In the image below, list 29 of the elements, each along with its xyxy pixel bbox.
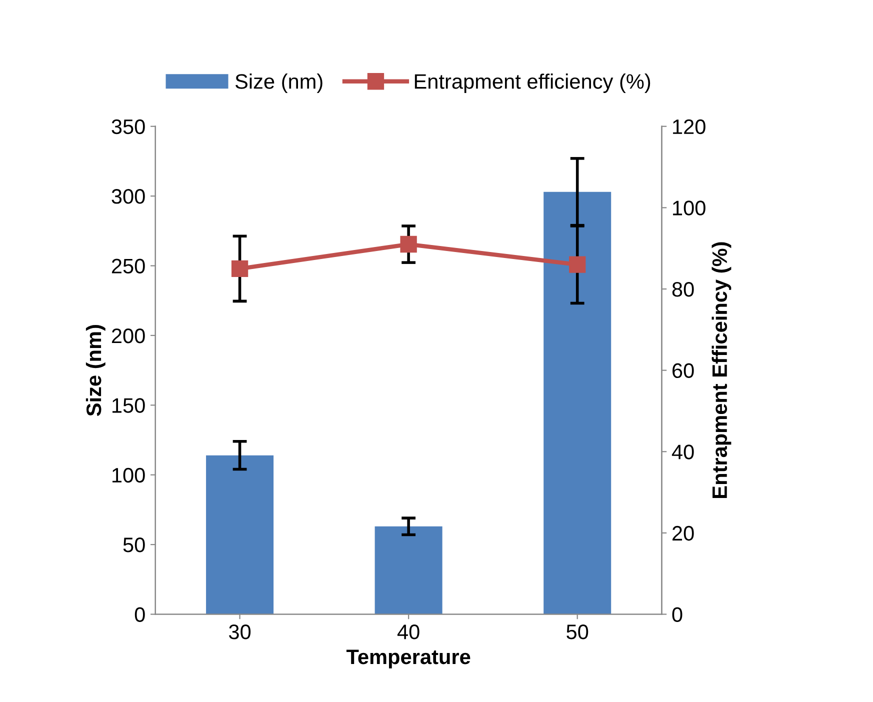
legend-label: Size (nm) [235,74,322,93]
x-tick-label: 50 [566,624,588,640]
point [400,236,417,253]
point [569,256,586,273]
y-tick-label: 0 [134,607,145,622]
x-tick-label: 40 [397,624,420,640]
bar [544,192,612,614]
y2-tick-label: 120 [673,119,706,134]
y-tick-label: 100 [112,468,145,483]
y2-tick-label: 100 [673,200,706,216]
legend-label: Entrapment efficiency (%) [414,74,650,93]
y-tick-label: 200 [112,328,145,344]
y-tick-label: 300 [112,189,145,204]
y2-tick-label: 80 [672,282,694,297]
y-axis-title: Size (nm) [86,325,106,416]
x-tick-label: 30 [228,624,251,640]
y-tick-label: 350 [112,119,145,134]
y2-tick-label: 60 [672,363,694,378]
y2-axis-title: Entrapment Efficeincy (%) [712,242,732,498]
bar [374,526,442,614]
bar [206,455,274,614]
y-tick-label: 50 [123,538,145,552]
point [231,260,248,277]
x-axis-title: Temperature [346,650,470,668]
y-tick-label: 150 [112,398,145,413]
y2-tick-label: 0 [672,607,682,622]
y2-tick-label: 40 [672,444,694,460]
y-tick-label: 250 [112,258,145,274]
y2-tick-label: 20 [672,526,694,541]
